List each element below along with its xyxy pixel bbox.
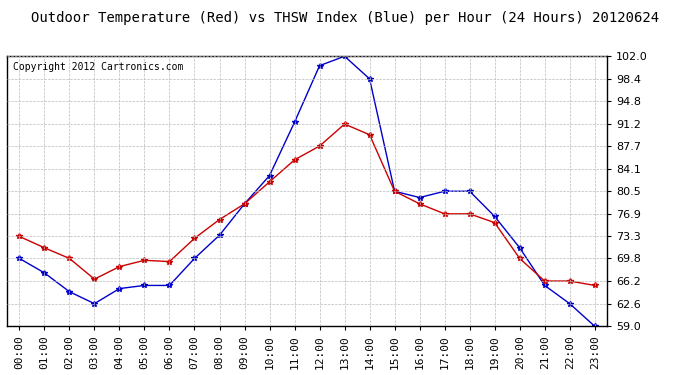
- Text: Outdoor Temperature (Red) vs THSW Index (Blue) per Hour (24 Hours) 20120624: Outdoor Temperature (Red) vs THSW Index …: [31, 11, 659, 25]
- Text: Copyright 2012 Cartronics.com: Copyright 2012 Cartronics.com: [13, 62, 184, 72]
